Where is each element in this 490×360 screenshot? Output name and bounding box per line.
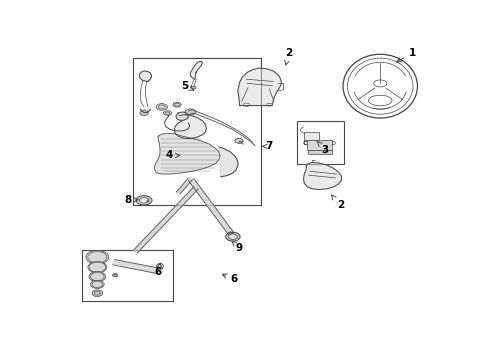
Bar — [304, 140, 318, 144]
Text: 1: 1 — [397, 48, 416, 62]
Bar — [133, 58, 261, 205]
Ellipse shape — [228, 234, 238, 239]
Ellipse shape — [173, 102, 181, 107]
Polygon shape — [113, 260, 160, 274]
Text: 2: 2 — [332, 195, 344, 210]
Ellipse shape — [226, 232, 240, 241]
Bar — [303, 132, 318, 141]
Ellipse shape — [156, 104, 168, 110]
Ellipse shape — [88, 261, 107, 273]
Ellipse shape — [139, 198, 149, 203]
Ellipse shape — [185, 109, 196, 115]
Ellipse shape — [92, 290, 102, 297]
Ellipse shape — [235, 138, 243, 143]
Polygon shape — [303, 162, 342, 190]
Ellipse shape — [140, 111, 148, 116]
Polygon shape — [174, 115, 206, 139]
Polygon shape — [189, 110, 255, 146]
Polygon shape — [219, 147, 238, 177]
Polygon shape — [176, 112, 189, 120]
Polygon shape — [176, 178, 192, 194]
Ellipse shape — [191, 86, 196, 89]
Polygon shape — [189, 179, 234, 235]
Bar — [297, 121, 344, 164]
Ellipse shape — [157, 263, 163, 269]
Polygon shape — [133, 187, 198, 253]
Text: 9: 9 — [232, 241, 243, 253]
Text: 6: 6 — [154, 263, 162, 277]
Polygon shape — [190, 61, 202, 79]
Ellipse shape — [86, 250, 109, 264]
Bar — [82, 250, 173, 301]
Text: 3: 3 — [317, 141, 329, 155]
Bar — [307, 140, 332, 150]
Text: 8: 8 — [124, 195, 138, 205]
Polygon shape — [238, 68, 281, 105]
Text: 5: 5 — [181, 81, 194, 91]
Ellipse shape — [113, 274, 118, 277]
Ellipse shape — [89, 271, 106, 282]
Polygon shape — [139, 71, 151, 81]
Bar — [308, 150, 332, 154]
Text: 7: 7 — [263, 141, 273, 151]
Text: 6: 6 — [222, 274, 238, 284]
Text: 4: 4 — [166, 150, 180, 161]
Ellipse shape — [91, 280, 104, 288]
Polygon shape — [154, 133, 220, 174]
Text: 2: 2 — [285, 48, 293, 65]
Ellipse shape — [163, 111, 172, 115]
Ellipse shape — [136, 195, 152, 205]
Polygon shape — [140, 109, 150, 112]
